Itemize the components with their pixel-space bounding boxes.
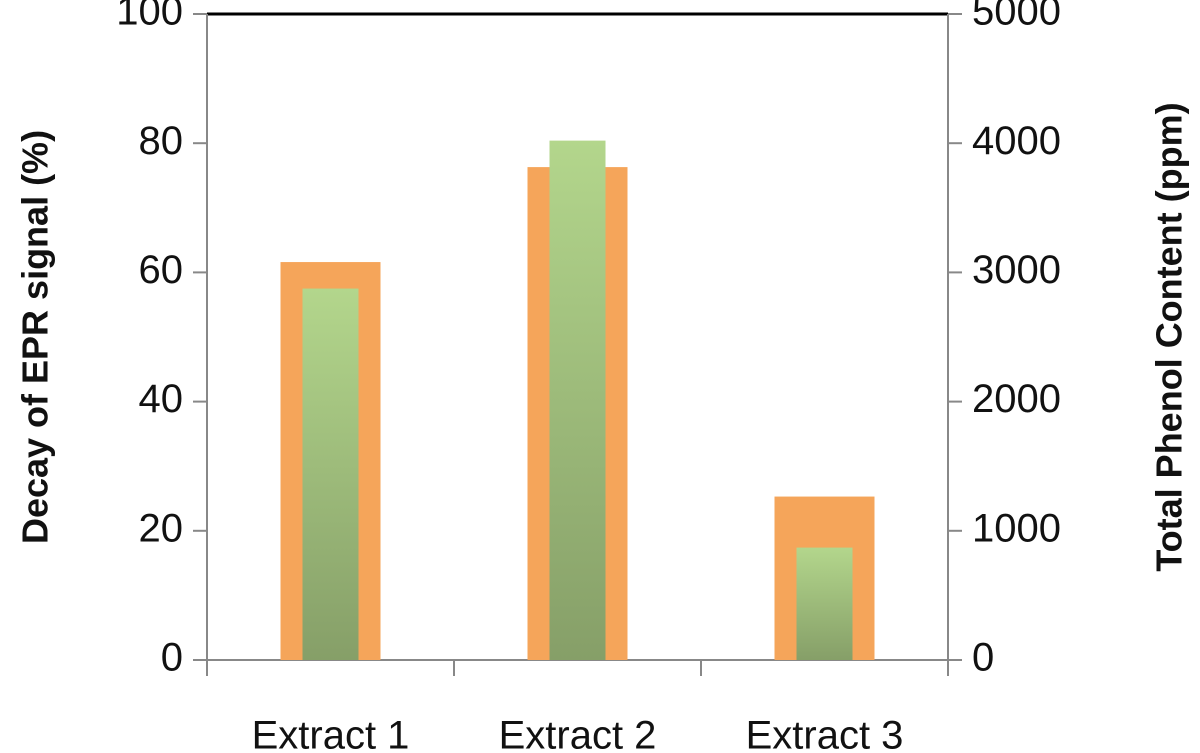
x-tick-label: Extract 3 — [746, 714, 904, 753]
y-tick-label: 100 — [116, 0, 183, 34]
bar — [549, 140, 606, 661]
bar — [796, 547, 853, 660]
y-tick-label: 40 — [139, 377, 184, 421]
y2-tick-label: 3000 — [972, 248, 1061, 292]
y-tick-label: 80 — [139, 119, 184, 163]
y2-tick-label: 1000 — [972, 506, 1061, 550]
x-tick-label: Extract 2 — [499, 714, 657, 753]
y-tick-label: 0 — [161, 636, 183, 680]
y2-tick-label: 0 — [972, 636, 994, 680]
y2-axis-title: Total Phenol Content (ppm) — [1149, 102, 1190, 571]
y-tick-label: 20 — [139, 506, 184, 550]
x-tick-label: Extract 1 — [252, 714, 410, 753]
y2-tick-label: 5000 — [972, 0, 1061, 34]
bar — [302, 288, 359, 660]
y2-tick-label: 4000 — [972, 119, 1061, 163]
y-tick-label: 60 — [139, 248, 184, 292]
y2-tick-label: 2000 — [972, 377, 1061, 421]
y-axis-title: Decay of EPR signal (%) — [15, 130, 56, 544]
